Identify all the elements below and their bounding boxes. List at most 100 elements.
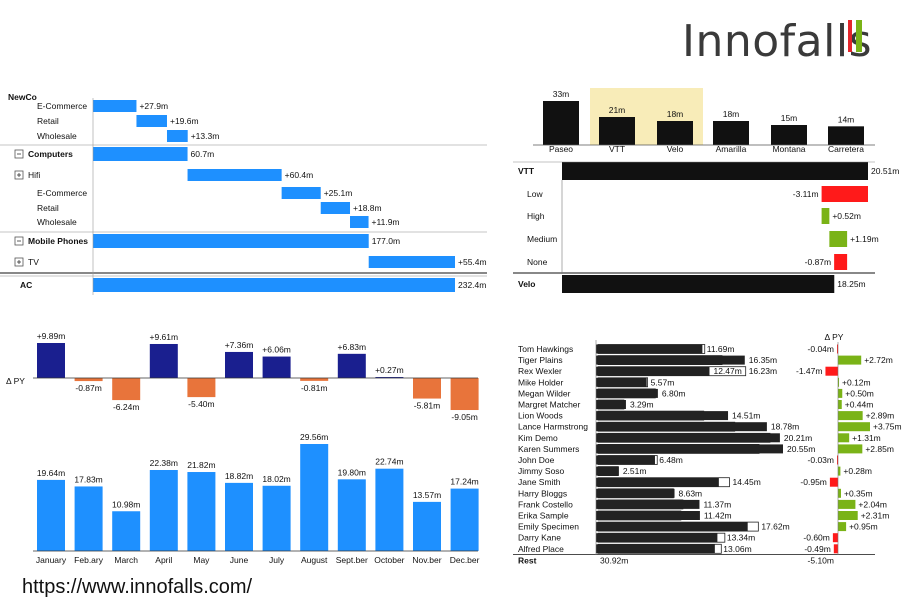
column-bar (771, 125, 807, 145)
monthly-value-label: 19.64m (37, 468, 65, 478)
column-category-label: Amarilla (716, 144, 747, 154)
month-label: May (193, 555, 210, 565)
person-name-label: Tom Hawkings (518, 344, 573, 354)
actual-value-label: 11.37m (703, 499, 731, 509)
monthly-value-label: 21.82m (187, 460, 215, 470)
waterfall-value-label: +13.3m (191, 131, 220, 141)
monthly-value-label: 29.56m (300, 432, 328, 442)
variance-value-label: -0.87m (75, 383, 101, 393)
delta-bar (837, 344, 838, 354)
waterfall-row-label: E-Commerce (37, 101, 87, 111)
month-label: January (36, 555, 67, 565)
actual-bar (596, 400, 626, 409)
waterfall-row-label: Retail (37, 203, 59, 213)
previous-year-value-label: 16.23m (749, 366, 777, 376)
actual-bar (596, 455, 655, 465)
actual-bar (596, 522, 748, 532)
waterfall-bar (368, 256, 455, 268)
actual-value-label: 13.34m (727, 533, 755, 543)
delta-value-label: +2.31m (861, 511, 890, 521)
total-delta-label: -5.10m (808, 555, 834, 565)
actual-value-label: 18.78m (771, 422, 799, 432)
actual-value-label: 3.29m (630, 400, 654, 410)
person-name-label: Rex Wexler (518, 366, 562, 376)
monthly-value-label: 22.38m (150, 458, 178, 468)
previous-year-outline (597, 366, 747, 377)
actual-value-label: 6.48m (659, 455, 683, 465)
actual-bar (596, 466, 619, 476)
person-name-label: Kim Demo (518, 433, 558, 443)
actual-value-label: 6.80m (662, 388, 686, 398)
delta-value-label: -0.49m (804, 544, 830, 554)
monthly-bar (187, 472, 216, 551)
column-bar (543, 101, 579, 145)
monthly-value-label: 10.98m (112, 499, 140, 509)
column-value-label: 18m (723, 109, 740, 119)
variance-bar (375, 377, 404, 379)
delta-value-label: +2.04m (858, 499, 887, 509)
waterfall-value-label: +55.4m (458, 257, 487, 267)
monthly-bar (337, 479, 366, 551)
bridge-value-label: 18.25m (837, 279, 865, 289)
variance-bar (413, 378, 441, 399)
logo-text: Innofalls (682, 16, 872, 67)
delta-value-label: -0.60m (803, 533, 829, 543)
delta-bar (838, 488, 841, 498)
website-url[interactable]: https://www.innofalls.com/ (22, 576, 253, 598)
column-bar (713, 121, 749, 145)
delta-bar (838, 400, 842, 409)
delta-bar (838, 499, 856, 509)
monthly-bar (149, 469, 178, 551)
month-label: August (301, 555, 328, 565)
person-name-label: Jane Smith (518, 477, 561, 487)
bridge-bar (821, 186, 868, 202)
person-name-label: Megan Wilder (518, 388, 571, 398)
variance-bar (337, 353, 366, 378)
delta-value-label: +0.35m (844, 488, 873, 498)
previous-year-outline (597, 399, 625, 410)
monthly-bar (225, 482, 253, 551)
person-name-label: Mike Holder (518, 377, 564, 387)
month-label: April (155, 555, 172, 565)
expand-toggle-icon (14, 149, 24, 159)
waterfall-bar (166, 130, 188, 142)
actual-value-label: 5.57m (651, 377, 675, 387)
variance-bar (187, 378, 216, 398)
previous-year-outline (597, 377, 648, 388)
delta-bar (838, 433, 850, 443)
previous-year-outline (597, 355, 723, 366)
column-value-label: 21m (609, 105, 626, 115)
bridge-bar (562, 275, 835, 293)
monthly-value-label: 17.83m (74, 474, 102, 484)
person-name-label: Emily Specimen (518, 522, 579, 532)
column-value-label: 15m (781, 113, 798, 123)
delta-bar (838, 377, 840, 387)
previous-year-outline (597, 455, 658, 465)
person-name-label: Alfred Place (518, 544, 564, 554)
month-label: Dec.ber (450, 555, 480, 565)
person-name-label: Tiger Plains (518, 355, 563, 365)
waterfall-bar (281, 187, 321, 199)
actual-value-label: 12.47m (713, 366, 741, 376)
variance-bar (262, 356, 291, 378)
monthly-bar (413, 501, 441, 551)
delta-value-label: +0.28m (843, 466, 872, 476)
variance-value-label: -6.24m (113, 402, 139, 412)
waterfall-value-label: 60.7m (191, 149, 215, 159)
variance-axis-label: Δ PY (6, 376, 25, 386)
column-value-label: 33m (553, 89, 570, 99)
variance-value-label: +7.36m (225, 340, 254, 350)
delta-bar (838, 511, 858, 520)
variance-bar (225, 351, 253, 378)
delta-value-label: -0.95m (800, 477, 826, 487)
waterfall-row-label: TV (28, 257, 39, 267)
delta-bar (838, 422, 870, 432)
actual-bar (596, 499, 700, 509)
actual-bar (596, 511, 700, 520)
bridge-row-label: None (527, 257, 548, 267)
total-value-label: 30.92m (600, 555, 628, 565)
waterfall-value-label: +19.6m (170, 116, 199, 126)
previous-year-outline (597, 388, 656, 399)
actual-bar (596, 411, 729, 421)
